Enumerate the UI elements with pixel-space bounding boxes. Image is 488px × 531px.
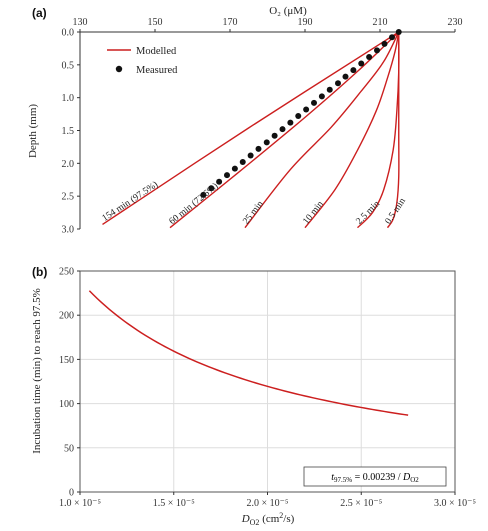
panel-a-ticks: 130 150 170 190 210 230 0.0 0.5 1.0 1.5 2.0 2.5 3.0 xyxy=(62,17,463,236)
legend-measured-marker xyxy=(115,65,123,73)
panel-a-y-tick-label: 0.5 xyxy=(62,60,75,71)
panel-a-x-tick-label: 170 xyxy=(223,17,238,28)
measured-point xyxy=(287,119,294,126)
measured-point xyxy=(374,47,380,54)
measured-point xyxy=(326,86,333,93)
panel-a-y-tick-label: 0.0 xyxy=(62,28,75,39)
modelled-curve xyxy=(386,32,400,229)
measured-point xyxy=(350,67,357,74)
curve-label: 60 min (72.6%) xyxy=(167,181,221,227)
panel-b: (b) 1.0 × 10⁻⁵ 1.5 × 10⁻⁵ 2.0 × 10⁻⁵ 2.5 × … xyxy=(31,265,476,527)
curve-label: 154 min (97.5%) xyxy=(100,179,160,224)
panel-a-y-tick-label: 3.0 xyxy=(62,225,75,236)
measured-point xyxy=(239,159,246,166)
measured-point xyxy=(279,126,286,133)
measured-point xyxy=(342,73,349,80)
formula-box xyxy=(303,466,447,487)
panel-a-x-tick-label: 150 xyxy=(148,17,163,28)
panel-b-x-tick-label: 2.5 × 10⁻⁵ xyxy=(340,498,382,509)
measured-point xyxy=(271,132,278,139)
panel-b-x-tick-label: 1.0 × 10⁻⁵ xyxy=(59,498,101,509)
curve-label: 0.5 min xyxy=(384,196,408,226)
panel-a-y-tick-label: 1.5 xyxy=(62,126,75,137)
panel-a-curve-labels: 154 min (97.5%) 60 min (72.6%) 25 min 10 mi… xyxy=(100,179,408,227)
panel-a-curves xyxy=(102,31,400,229)
panel-a-x-tick-label: 230 xyxy=(448,17,463,28)
measured-point xyxy=(395,29,402,35)
measured-point xyxy=(318,93,325,100)
measured-point xyxy=(366,53,373,60)
panel-a: (a) O₂ (μM) Depth (mm) 130 150 170 190 210 23… xyxy=(27,5,463,236)
panel-b-x-axis-title: DO2 (cm2/s) xyxy=(241,511,295,527)
measured-point xyxy=(231,165,238,172)
formula-annotation: t97.5% = 0.00239 / DO2 xyxy=(331,472,419,484)
legend-measured-label: Measured xyxy=(136,65,178,76)
measured-point xyxy=(311,99,317,106)
panel-b-x-tick-label: 2.0 × 10⁻⁵ xyxy=(247,498,289,509)
modelled-curve xyxy=(244,31,400,229)
panel-b-x-tick-label: 1.5 × 10⁻⁵ xyxy=(153,498,195,509)
panel-b-ticks: 1.0 × 10⁻⁵ 1.5 × 10⁻⁵ 2.0 × 10⁻⁵ 2.5 × 10⁻⁵… xyxy=(59,267,476,510)
measured-point xyxy=(389,34,395,41)
measured-point xyxy=(255,145,262,152)
panel-b-y-axis-title: Incubation time (min) to reach 97.5% xyxy=(31,288,43,454)
panel-b-y-tick-label: 0 xyxy=(69,488,74,499)
panel-b-y-tick-label: 50 xyxy=(64,443,74,454)
panel-a-x-tick-label: 130 xyxy=(73,17,88,28)
panel-b-grid xyxy=(79,270,456,493)
panel-a-y-axis-title: Depth (mm) xyxy=(27,104,39,158)
curve-label: 25 min xyxy=(241,199,265,226)
measured-point xyxy=(200,191,207,198)
panel-b-x-tick-label: 3.0 × 10⁻⁵ xyxy=(434,498,476,509)
measured-point xyxy=(263,139,270,146)
panel-a-x-axis-title: O₂ (μM) xyxy=(269,5,307,17)
measured-point xyxy=(208,185,215,192)
panel-b-y-tick-label: 150 xyxy=(59,355,74,366)
measured-point xyxy=(295,113,302,120)
modelled-curve xyxy=(169,31,400,229)
measured-point xyxy=(247,152,254,159)
panel-b-y-tick-label: 100 xyxy=(59,399,74,410)
measured-point xyxy=(358,60,365,67)
panel-b-y-tick-label: 250 xyxy=(59,267,74,278)
panel-a-label: (a) xyxy=(32,6,47,20)
panel-b-y-tick-label: 200 xyxy=(59,311,74,322)
panel-a-x-tick-label: 210 xyxy=(373,17,388,28)
modelled-curve xyxy=(304,31,400,229)
legend: Modelled Measured xyxy=(107,46,178,76)
curve-label: 10 min xyxy=(302,199,327,226)
panel-a-y-tick-label: 2.5 xyxy=(62,192,75,203)
panel-a-measured-points xyxy=(200,29,402,198)
measured-point xyxy=(303,106,310,113)
measured-point xyxy=(216,178,223,185)
measured-point xyxy=(335,80,341,87)
measured-point xyxy=(381,40,388,47)
panel-a-x-tick-label: 190 xyxy=(298,17,313,28)
panel-a-y-tick-label: 1.0 xyxy=(62,93,75,104)
panel-b-curve xyxy=(88,290,409,416)
panel-b-label: (b) xyxy=(32,265,47,279)
modelled-curve xyxy=(102,31,400,225)
curve-label: 2.5 min xyxy=(355,199,383,227)
measured-point xyxy=(224,172,230,179)
panel-a-y-tick-label: 2.0 xyxy=(62,159,75,170)
legend-modelled-label: Modelled xyxy=(136,46,177,57)
